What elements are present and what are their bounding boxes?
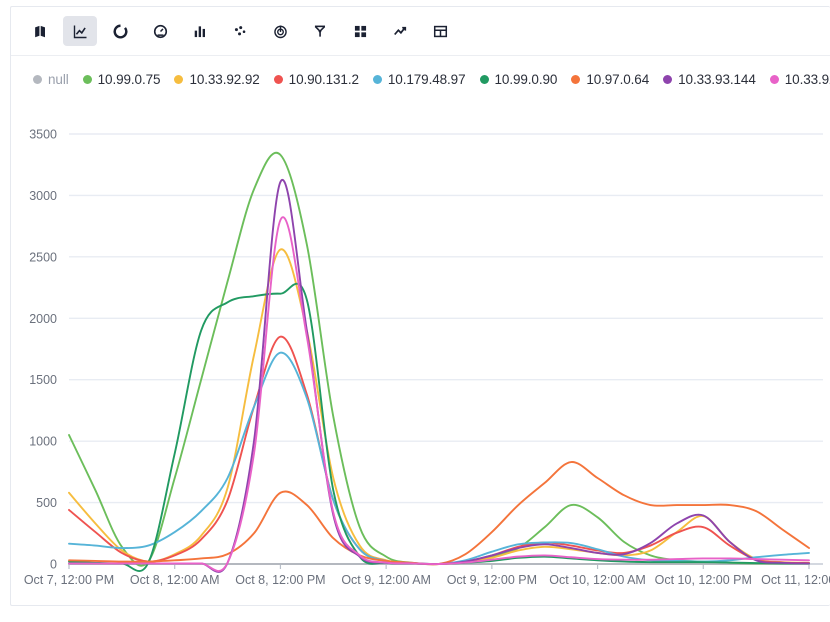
line-chart: 0 500 1000 1500 2000 2500 3000 3500 Oct 7, 12:00… — [11, 102, 830, 606]
x-axis-tick-label: Oct 10, 12:00 PM — [655, 573, 752, 587]
legend-item-label: 10.33.93.144 — [678, 72, 756, 87]
chart-canvas: 0 500 1000 1500 2000 2500 3000 3500 Oct 7, 12:00… — [24, 128, 830, 588]
trend-line-button[interactable] — [383, 16, 417, 46]
scatter-plot-button[interactable] — [223, 16, 257, 46]
legend-color-dot — [174, 75, 184, 84]
legend-item[interactable]: 10.33.92.2 — [769, 72, 830, 87]
series-line — [68, 248, 810, 566]
legend-item-label: 10.99.0.75 — [97, 72, 161, 87]
visualization-panel: null 10.99.0.75 10.33.92.92 10.90.131.2 10.1… — [10, 6, 830, 606]
legend-color-dot — [663, 75, 673, 84]
bar-chart-button[interactable] — [183, 16, 217, 46]
radar-chart-button[interactable] — [263, 16, 297, 46]
legend-item-label: 10.33.92.92 — [189, 72, 260, 87]
y-axis-tick-label: 3500 — [29, 128, 57, 142]
y-axis-tick-label: 1000 — [29, 435, 57, 449]
y-axis-tick-label: 2500 — [29, 250, 57, 264]
legend-item[interactable]: 10.179.48.97 — [372, 72, 466, 87]
legend-color-dot — [372, 75, 382, 84]
map-button[interactable] — [23, 16, 57, 46]
x-axis-tick-label: Oct 11, 12:00 AM — [761, 573, 830, 587]
series-line — [68, 216, 810, 572]
x-axis-tick-label: Oct 9, 12:00 AM — [341, 573, 431, 587]
x-axis-tick-label: Oct 8, 12:00 AM — [130, 573, 220, 587]
map-icon — [34, 25, 45, 37]
y-axis-tick-label: 2000 — [29, 312, 57, 326]
legend-item[interactable]: 10.33.93.144 — [663, 72, 756, 87]
line-chart-button[interactable] — [63, 16, 97, 46]
radar-chart-icon — [273, 25, 287, 38]
legend-color-dot — [769, 75, 779, 84]
legend-color-dot — [33, 75, 42, 84]
donut-chart-icon — [113, 23, 128, 38]
scatter-plot-icon — [234, 25, 245, 35]
legend-item-label: 10.99.0.90 — [494, 72, 558, 87]
legend-item-label: null — [48, 72, 69, 87]
x-axis-tick-label: Oct 7, 12:00 PM — [24, 573, 114, 587]
y-axis-tick-label: 0 — [50, 558, 57, 572]
table-button[interactable] — [423, 16, 457, 46]
chart-legend: null 10.99.0.75 10.33.92.92 10.90.131.2 10.1… — [11, 57, 830, 102]
legend-item[interactable]: 10.33.92.92 — [174, 72, 260, 87]
gauge-button[interactable] — [143, 16, 177, 46]
donut-chart-button[interactable] — [103, 16, 137, 46]
legend-item[interactable]: 10.99.0.90 — [479, 72, 558, 87]
series-line — [68, 151, 810, 567]
x-axis-tick-label: Oct 8, 12:00 PM — [235, 573, 325, 587]
legend-item-label: 10.179.48.97 — [387, 72, 466, 87]
series-line — [68, 461, 810, 566]
table-icon — [433, 25, 447, 37]
y-axis-tick-label: 500 — [36, 496, 57, 510]
funnel-chart-icon — [314, 25, 325, 37]
legend-item[interactable]: 10.97.0.64 — [571, 72, 649, 87]
legend-item[interactable]: null — [33, 72, 69, 87]
legend-color-dot — [571, 75, 581, 84]
y-axis-tick-label: 1500 — [29, 373, 57, 387]
legend-color-dot — [273, 75, 283, 84]
chart-type-toolbar — [11, 7, 830, 56]
legend-item-label: 10.33.92.2 — [784, 72, 830, 87]
funnel-chart-button[interactable] — [303, 16, 337, 46]
legend-item[interactable]: 10.99.0.75 — [82, 72, 161, 87]
legend-item-label: 10.90.131.2 — [288, 72, 359, 87]
x-axis-tick-label: Oct 10, 12:00 AM — [549, 573, 646, 587]
legend-item[interactable]: 10.90.131.2 — [273, 72, 359, 87]
x-axis-tick-label: Oct 9, 12:00 PM — [447, 573, 537, 587]
legend-color-dot — [479, 75, 489, 84]
tile-grid-icon — [354, 25, 366, 37]
y-axis-tick-label: 3000 — [29, 189, 57, 203]
tile-grid-button[interactable] — [343, 16, 377, 46]
trend-line-icon — [393, 26, 406, 35]
series-line — [68, 335, 810, 566]
legend-item-label: 10.97.0.64 — [586, 72, 650, 87]
bar-chart-icon — [194, 25, 205, 37]
gauge-icon — [153, 24, 167, 38]
legend-color-dot — [82, 75, 92, 84]
series-line — [68, 178, 810, 573]
line-chart-icon — [73, 25, 86, 38]
